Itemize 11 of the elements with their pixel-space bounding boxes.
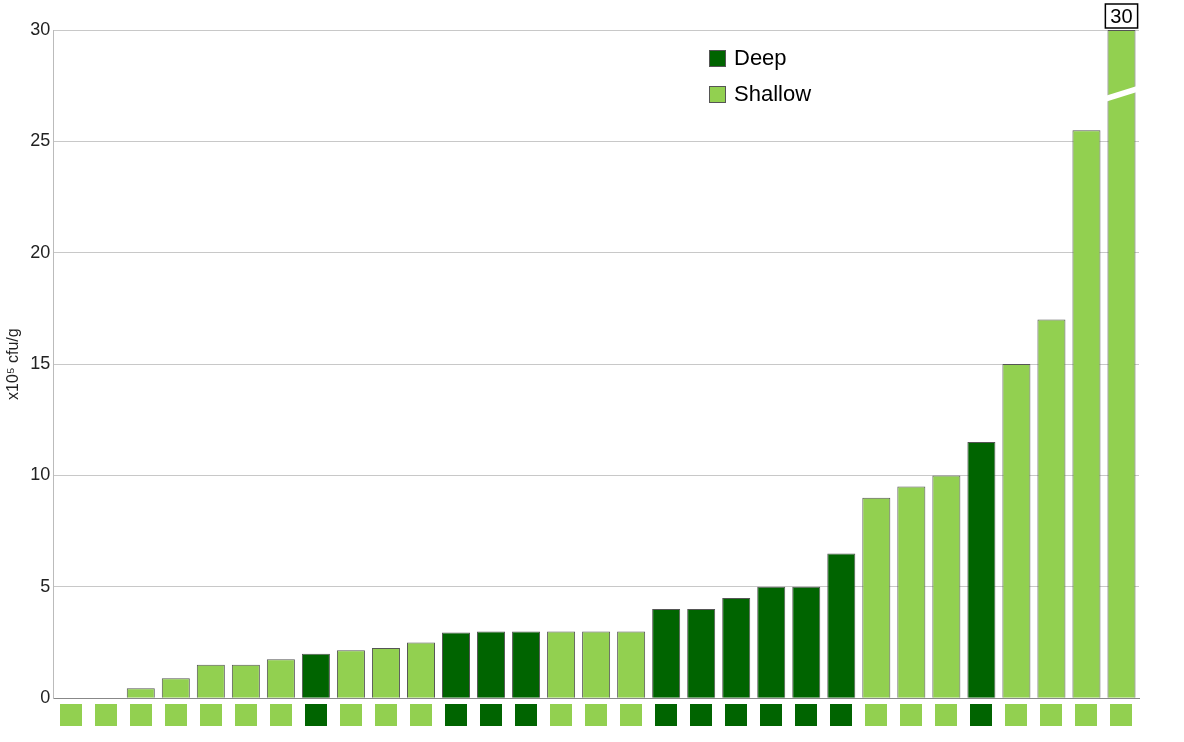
legend-label: Shallow <box>734 81 812 107</box>
y-tick-label: 10 <box>30 464 51 485</box>
y-axis-title: x10⁵ cfu/g <box>4 328 22 400</box>
y-tick-label: 5 <box>40 575 51 596</box>
y-tick-label: 25 <box>30 130 51 151</box>
y-tick-label: 20 <box>30 241 51 262</box>
y-tick-label: 30 <box>30 18 51 39</box>
y-tick-label: 15 <box>30 353 51 374</box>
data-label: 30 <box>1110 4 1133 27</box>
legend-label: Deep <box>734 45 787 71</box>
y-tick-label: 0 <box>40 687 51 708</box>
